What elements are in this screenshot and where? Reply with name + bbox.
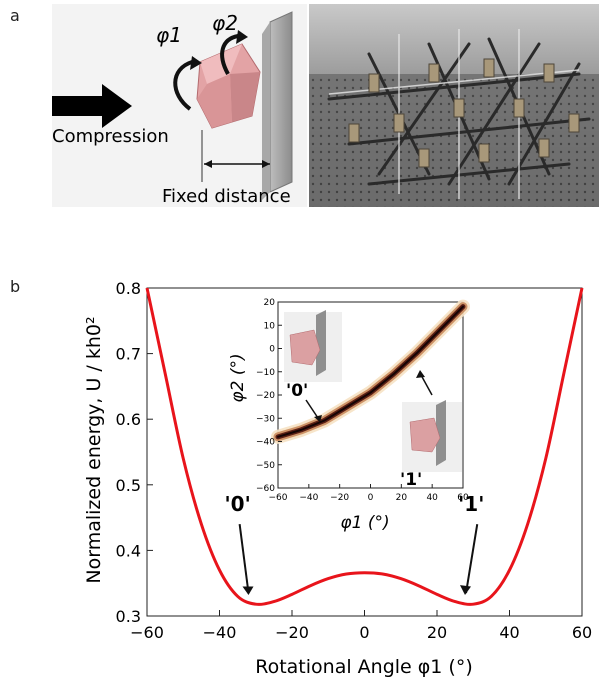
inset-x-tick-label: 40 [426,493,438,503]
inset-x-tick-label: 20 [396,493,408,503]
phi1-label: φ1 [156,23,182,47]
y-tick-label: 0.6 [116,410,141,429]
inset-x-tick-label: −60 [269,493,288,503]
inset-state-0-arrowhead [314,415,322,422]
inset-state-1-arrowhead [416,370,425,378]
inset-y-tick-label: −40 [256,438,275,448]
inset-state-1-thumbnail [402,400,462,472]
inset-state-1-label: '1' [400,470,422,490]
energy-chart: −60 −40 −20 0 20 40 60 0.3 0.4 0.5 0.6 0.7 0.8 '0' '1… [0,270,609,684]
compression-label: Compression [52,126,169,147]
y-tick-label: 0.4 [116,541,141,560]
y-axis-label: Normalized energy, U / kh0² [83,316,105,583]
inset-state-0-thumbnail [284,310,342,382]
y-tick-label: 0.5 [116,476,141,495]
compression-arrow [52,84,132,128]
inset-y-tick-label: −60 [256,484,275,494]
panel-b-letter: b [10,277,21,296]
inset-y-tick-label: 20 [264,298,276,308]
x-tick-label: −20 [275,623,309,642]
x-tick-label: −60 [130,623,164,642]
inset-x-tick-label: −20 [330,493,349,503]
state-0-arrowhead [242,586,254,596]
x-axis-label: Rotational Angle φ1 (°) [255,656,473,678]
x-tick-label: 60 [572,623,592,642]
cube-shape [196,43,261,129]
inset-y-tick-label: −10 [256,368,275,378]
inset-x-tick-label: −40 [299,493,318,503]
x-tick-label: 0 [359,623,369,642]
y-tick-label: 0.7 [116,345,141,364]
state-1-label: '1' [458,492,484,516]
state-1-arrow [465,523,479,594]
fixed-distance-label: Fixed distance [162,186,291,207]
inset-x-axis-label: φ1 (°) [340,513,389,533]
inset-y-tick-label: −30 [256,414,275,424]
fixed-wall [269,11,293,193]
phi2-label: φ2 [212,11,238,35]
schematic-illustration: φ1 φ2 Compression Fixed distance [52,4,307,207]
rotation-arrow-phi2 [220,34,239,75]
x-tick-label: 20 [427,623,447,642]
inset-x-tick-label: 0 [368,493,374,503]
inset-y-axis-label: φ2 (°) [228,353,248,402]
inset-y-tick-label: −20 [256,391,275,401]
state-0-arrow [238,524,250,594]
energy-valley-band-3 [277,305,464,438]
inset-state-0-arrow [305,399,319,419]
state-1-arrowhead [460,585,471,596]
x-tick-label: −40 [203,623,237,642]
x-tick-label: 40 [499,623,519,642]
rotation-arrow-phi1 [173,60,193,111]
y-tick-label: 0.3 [116,607,141,626]
panel-a-letter: a [10,6,20,25]
inset-y-tick-label: −50 [256,461,275,471]
inset-x-tick-label: 60 [457,493,469,503]
energy-curve-line [145,287,584,606]
y-tick-label: 0.8 [116,279,141,298]
metamaterial-photo [309,4,599,207]
inset-state-0-label: '0' [286,381,308,401]
inset-y-tick-label: 10 [264,321,276,331]
inset-state-1-arrow [420,374,433,396]
state-0-label: '0' [225,492,251,516]
inset-y-tick-label: 0 [269,345,275,355]
